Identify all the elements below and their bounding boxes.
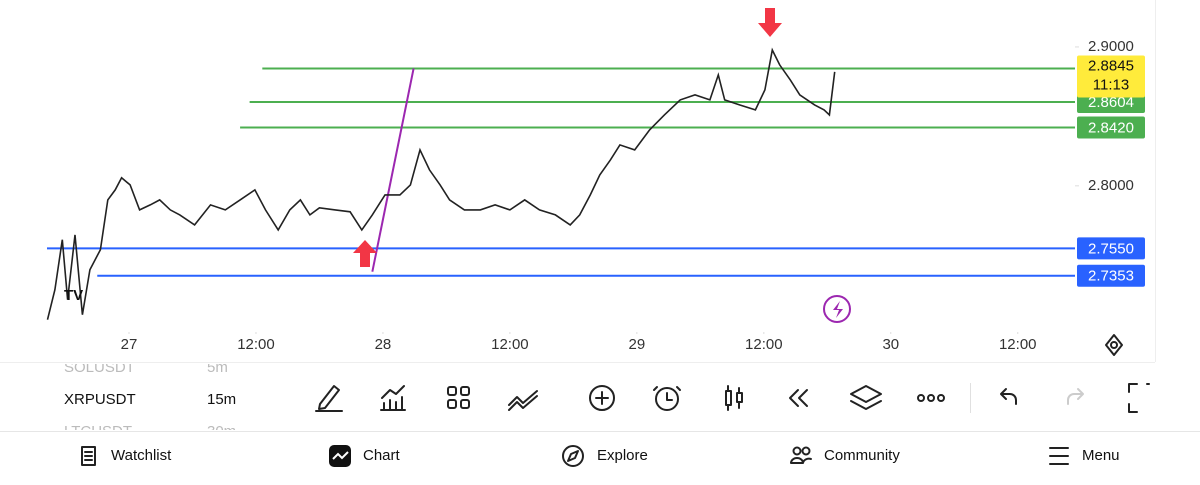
level-label-box xyxy=(1077,237,1145,260)
y-tick-label: 2.9000 xyxy=(1088,38,1134,55)
compare-icon[interactable] xyxy=(508,390,538,411)
edge xyxy=(1155,0,1156,362)
replay-icon[interactable] xyxy=(789,389,808,407)
nav-label[interactable]: Explore xyxy=(597,447,648,464)
symbol-name[interactable]: SOLUSDT xyxy=(64,359,135,376)
logo: TV xyxy=(64,287,83,304)
symbol-interval[interactable]: 30m xyxy=(207,423,236,440)
symbol-name[interactable]: LTCUSDT xyxy=(64,423,132,440)
nav-label[interactable]: Menu xyxy=(1082,447,1120,464)
undo-icon[interactable] xyxy=(1000,388,1017,405)
price-line xyxy=(46,47,836,320)
plot: 2.9000 2.8000 27 12:00 28 12:00 29 12:00 30 12:00… xyxy=(46,38,1145,353)
redo-icon[interactable] xyxy=(1067,388,1084,405)
layout-icon[interactable] xyxy=(447,386,470,409)
x-tick-label: 27 xyxy=(121,336,138,353)
toolbar xyxy=(315,383,1150,413)
x-tick-label: 12:00 xyxy=(237,336,275,353)
trend-line xyxy=(371,68,415,272)
x-tick-label: 29 xyxy=(629,336,646,353)
x-tick-label: 28 xyxy=(375,336,392,353)
down-arrow xyxy=(758,8,782,37)
indicators-icon[interactable] xyxy=(380,385,406,411)
watchlist-icon[interactable] xyxy=(81,446,96,466)
symbol-interval[interactable]: 5m xyxy=(207,359,228,376)
countdown: 11:13 xyxy=(1093,76,1129,93)
nav-label[interactable]: Chart xyxy=(363,447,401,464)
community-icon[interactable] xyxy=(790,446,812,464)
x-tick-label: 12:00 xyxy=(745,336,783,353)
flash-icon[interactable] xyxy=(823,295,851,323)
add-icon[interactable] xyxy=(589,385,615,411)
menu-icon[interactable] xyxy=(1049,447,1069,465)
explore-icon[interactable] xyxy=(562,445,584,467)
x-tick-label: 12:00 xyxy=(491,336,529,353)
settings-dot xyxy=(1110,341,1118,349)
symbol-list[interactable]: SOLUSDT 5m XRPUSDT 15m LTCUSDT 30m xyxy=(64,359,236,440)
current-price-box xyxy=(1077,55,1145,98)
x-tick-label: 12:00 xyxy=(999,336,1037,353)
settings-icon[interactable] xyxy=(1105,334,1123,356)
level-label-box xyxy=(1077,264,1145,287)
current-price: 2.8845 xyxy=(1088,57,1134,74)
symbol-interval[interactable]: 15m xyxy=(207,391,236,408)
chart-glyph xyxy=(332,451,349,460)
up-arrow xyxy=(353,240,377,267)
level-label: 2.7353 xyxy=(1088,268,1134,285)
layers-icon[interactable] xyxy=(850,385,882,410)
level-label-box xyxy=(1077,116,1145,139)
level-label: 2.8420 xyxy=(1088,119,1134,136)
flash-glyph xyxy=(833,301,843,318)
level-label: 2.7550 xyxy=(1088,240,1134,257)
more-icon[interactable] xyxy=(917,394,945,402)
nav-label[interactable]: Community xyxy=(824,447,900,464)
draw-icon[interactable] xyxy=(315,385,343,412)
nav-label[interactable]: Watchlist xyxy=(111,447,172,464)
fullscreen-icon[interactable] xyxy=(1128,383,1150,413)
x-tick-label: 30 xyxy=(882,336,899,353)
candle-icon[interactable] xyxy=(725,385,743,411)
alert-icon[interactable] xyxy=(653,386,681,411)
level-label: 2.8604 xyxy=(1088,94,1134,111)
y-tick-label: 2.8000 xyxy=(1088,177,1134,194)
nav-icons xyxy=(81,445,1069,467)
nav-border xyxy=(0,431,1200,432)
symbol-name[interactable]: XRPUSDT xyxy=(64,391,136,408)
sep xyxy=(970,383,971,413)
divider xyxy=(0,362,1155,363)
